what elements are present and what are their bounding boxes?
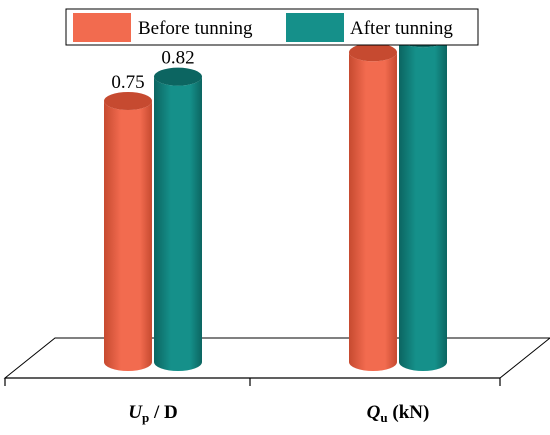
x-tick-label: Up / D: [128, 402, 177, 425]
x-tick-label: Qu (kN): [367, 402, 430, 425]
legend-label-after: After tunning: [350, 18, 453, 39]
bar-before-0: [104, 92, 152, 371]
legend-box: [65, 8, 479, 46]
bar-body: [104, 101, 152, 371]
bar-body: [399, 38, 447, 372]
bar-after-0: [154, 67, 202, 371]
bar-top: [349, 43, 397, 62]
bar-top: [154, 67, 202, 86]
bar-before-1: [349, 43, 397, 371]
bars-layer: [104, 29, 447, 372]
bar-body: [154, 76, 202, 371]
legend-swatch-after: [286, 13, 344, 42]
legend-label-before: Before tunning: [138, 18, 253, 39]
x-axis-ticks: [4, 378, 501, 386]
bar-top: [104, 92, 152, 110]
data-label: 0.82: [161, 48, 194, 69]
bar-after-1: [399, 29, 447, 372]
data-label: 0.75: [111, 72, 144, 93]
x-axis-labels: Up / D Qu (kN): [128, 402, 429, 425]
chart-floor: [3, 337, 550, 379]
legend-swatch-before: [73, 13, 131, 42]
bar-body: [349, 52, 397, 371]
legend: Before tunning After tunning: [65, 8, 479, 46]
